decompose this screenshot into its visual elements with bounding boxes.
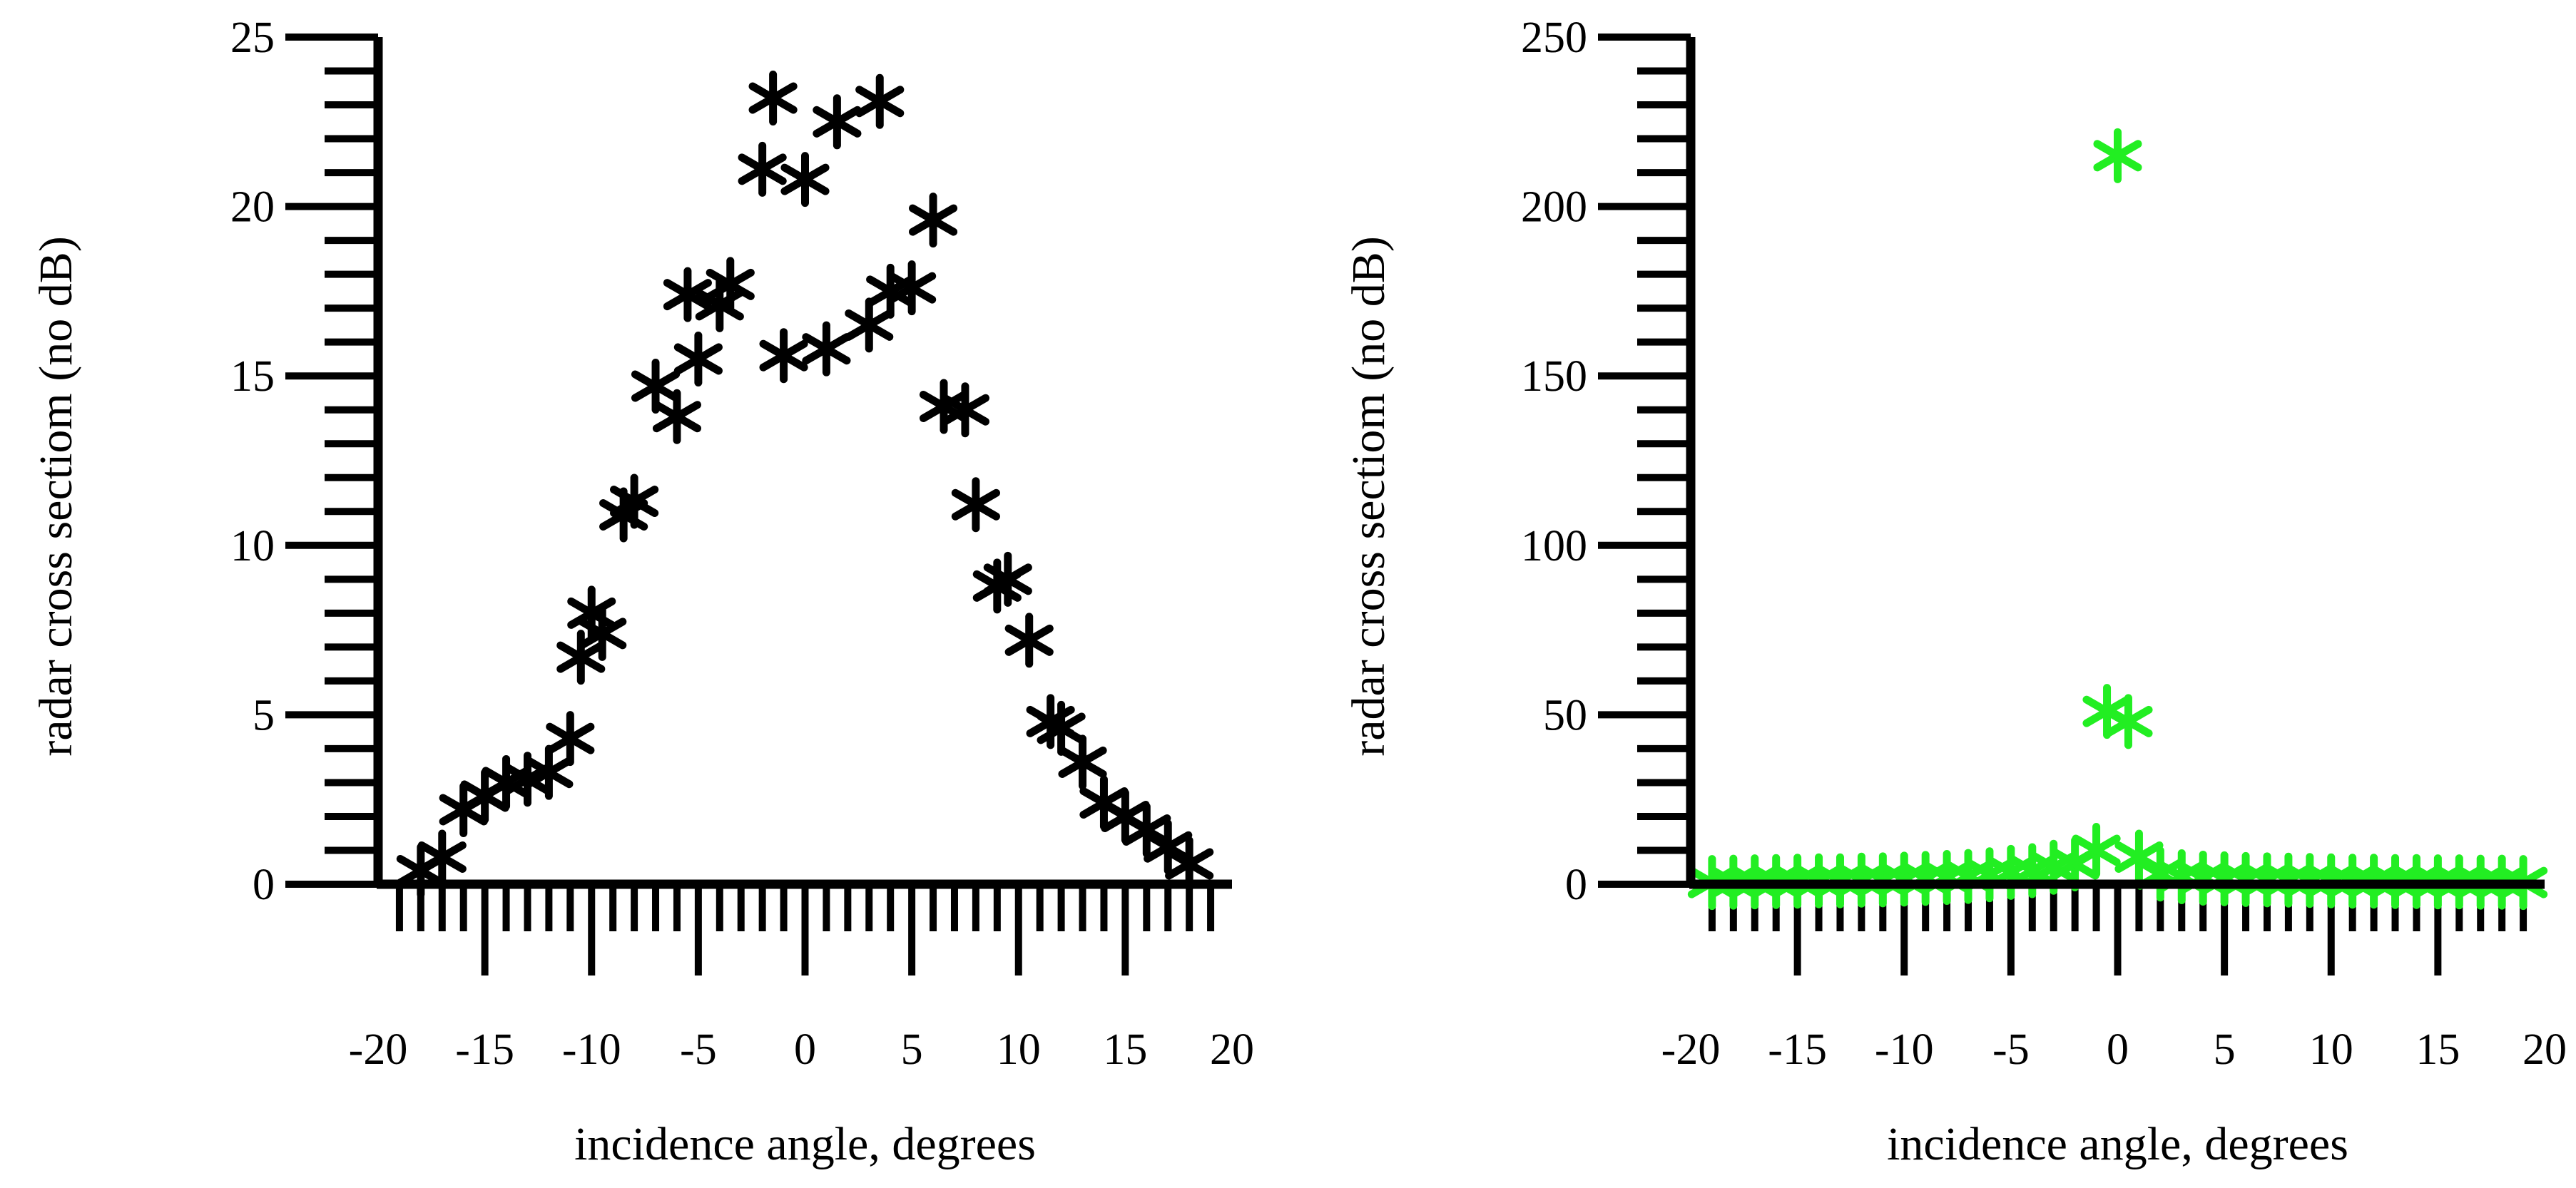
left-x-tick-label: 15: [1103, 1025, 1147, 1074]
left-data-point: [759, 328, 808, 384]
left-y-axis-title: radar cross sectiom (no dB): [30, 236, 82, 756]
left-data-point: [887, 260, 937, 316]
left-scatter-chart: 0 5 10 15 20 25 -20 -15 -10 -5 0 5 10 15 20 incidence …: [30, 14, 1254, 1170]
right-y-tick-label: 100: [1521, 522, 1587, 570]
left-data-point: [578, 605, 627, 661]
left-data-point: [1004, 613, 1054, 668]
left-data-point: [652, 389, 702, 444]
right-scatter-chart: 0 50 100 150 200 250 -20 -15 -10 -5 0 5 10 15 20 incid…: [1343, 14, 2567, 1170]
right-data-point: [2104, 694, 2153, 749]
left-y-tick-label: 20: [230, 183, 275, 232]
left-data-point: [1122, 802, 1171, 858]
left-x-tick-label: 20: [1210, 1025, 1254, 1074]
left-x-axis-title: incidence angle, degrees: [574, 1118, 1036, 1170]
left-x-tick-label: 5: [901, 1025, 923, 1074]
left-data-point: [908, 193, 958, 248]
left-tick-labels: 0 5 10 15 20 25 -20 -15 -10 -5 0 5 10 15 20: [230, 14, 1254, 1074]
right-y-tick-label: 50: [1543, 691, 1587, 739]
right-data-point: [2114, 829, 2164, 885]
left-data-point: [1037, 700, 1086, 756]
right-data-point: [2093, 128, 2142, 183]
right-tick-labels: 0 50 100 150 200 250 -20 -15 -10 -5 0 5 10 15 20: [1521, 14, 2567, 1074]
right-x-tick-label: 10: [2309, 1025, 2353, 1074]
right-x-tick-label: 0: [2107, 1025, 2129, 1074]
left-data-point: [983, 551, 1032, 607]
left-data-point: [1165, 836, 1214, 891]
left-data-point: [706, 257, 755, 312]
right-x-tick-label: -10: [1875, 1025, 1934, 1074]
right-x-tick-label: -5: [1992, 1025, 2030, 1074]
left-data-point: [802, 321, 851, 377]
left-data-point: [663, 267, 712, 322]
left-x-tick-label: -5: [680, 1025, 717, 1074]
right-y-tick-label: 250: [1521, 14, 1587, 62]
left-data-point: [780, 152, 830, 208]
left-x-tick-label: -20: [349, 1025, 408, 1074]
left-data-point: [855, 73, 905, 129]
left-data-point: [940, 382, 990, 438]
right-x-tick-label: -15: [1768, 1025, 1827, 1074]
right-axis-ticks: [1598, 34, 2527, 976]
left-data-point: [1144, 819, 1193, 875]
left-y-tick-label: 10: [230, 522, 275, 570]
right-y-tick-label: 200: [1521, 183, 1587, 232]
left-data-point: [1058, 734, 1107, 790]
right-y-tick-label: 150: [1521, 352, 1587, 401]
left-data-markers: [396, 71, 1214, 898]
right-y-tick-label: 0: [1565, 861, 1587, 909]
left-data-point: [845, 297, 894, 353]
left-data-point: [610, 473, 659, 529]
left-y-tick-label: 15: [230, 352, 275, 401]
left-x-tick-label: -15: [455, 1025, 514, 1074]
left-data-point: [524, 744, 574, 800]
left-axis-ticks: [285, 34, 1215, 976]
right-x-tick-label: 15: [2415, 1025, 2460, 1074]
left-data-point: [546, 711, 595, 767]
left-y-tick-label: 25: [230, 14, 275, 62]
left-data-point: [673, 331, 723, 386]
right-x-axis-title: incidence angle, degrees: [1887, 1118, 2348, 1170]
left-y-tick-label: 5: [253, 691, 275, 739]
left-data-point: [748, 71, 798, 126]
right-x-tick-label: -20: [1661, 1025, 1721, 1074]
right-x-tick-label: 20: [2522, 1025, 2567, 1074]
right-y-axis-title: radar cross sectiom (no dB): [1343, 236, 1395, 756]
left-data-point: [738, 141, 787, 197]
right-data-point: [2072, 822, 2121, 878]
left-x-tick-label: 10: [997, 1025, 1041, 1074]
left-data-point: [417, 829, 467, 885]
left-x-tick-label: 0: [794, 1025, 816, 1074]
right-x-tick-label: 5: [2214, 1025, 2236, 1074]
left-y-tick-label: 0: [253, 861, 275, 909]
left-data-point: [813, 94, 862, 150]
left-x-tick-label: -10: [562, 1025, 621, 1074]
left-data-point: [951, 477, 1000, 533]
right-data-markers: [1687, 128, 2548, 911]
